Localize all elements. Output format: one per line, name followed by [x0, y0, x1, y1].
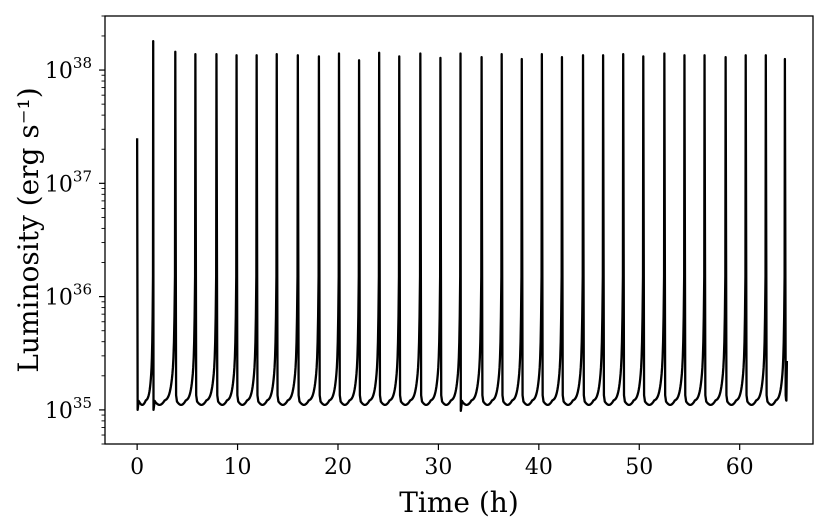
burst-peak-point: [174, 50, 177, 53]
burst-peak-point: [215, 53, 218, 56]
burst-peak-point: [683, 54, 686, 57]
y-tick-label: 1036: [45, 281, 92, 311]
burst-peak-point: [338, 52, 340, 55]
burst-peak-point: [152, 40, 155, 42]
burst-peak-point: [500, 53, 503, 56]
x-axis-label: Time (h): [399, 486, 519, 519]
burst-peak-point: [561, 56, 563, 58]
burst-peak-point: [275, 53, 278, 56]
burst-peak-point: [541, 53, 543, 56]
burst-peak-point: [439, 57, 442, 59]
burst-peak-point: [744, 54, 747, 57]
burst-peak-point: [297, 54, 299, 57]
plot-area: [135, 39, 789, 413]
x-tick-label: 20: [324, 455, 352, 480]
burst-peak-point: [724, 56, 727, 58]
x-axis: 0 10 20 30 40 50 60: [130, 444, 754, 480]
burst-peak-point: [480, 56, 483, 58]
burst-peak-point: [419, 52, 422, 55]
burst-peak-point: [602, 54, 604, 57]
y-axis: 1035 1036 1037 1038: [45, 15, 105, 445]
burst-peak-point: [703, 54, 706, 57]
burst-peak-point: [358, 59, 360, 62]
burst-peak-point: [622, 53, 624, 56]
x-tick-label: 50: [625, 455, 653, 480]
burst-peak-point: [663, 52, 666, 55]
y-tick-label: 1037: [45, 167, 92, 197]
burst-peak-point: [318, 55, 320, 58]
y-axis-label: Luminosity (erg s⁻¹): [12, 87, 45, 372]
burst-peak-point: [642, 55, 645, 58]
burst-peak-point: [398, 55, 401, 58]
x-tick-label: 30: [424, 455, 452, 480]
x-tick-label: 60: [726, 455, 754, 480]
burst-peak-point: [582, 54, 584, 57]
y-tick-label: 1035: [45, 394, 92, 424]
burst-peak-point: [235, 54, 238, 57]
burst-peak-point: [194, 53, 197, 56]
burst-peak-point: [378, 51, 380, 54]
y-tick-label: 1038: [45, 54, 92, 84]
burst-peak-point: [459, 52, 462, 55]
burst-peak-point: [255, 54, 258, 57]
x-tick-label: 40: [525, 455, 553, 480]
luminosity-series-line: [135, 39, 789, 413]
burst-peak-point: [765, 54, 767, 57]
burst-peak-point: [784, 58, 786, 60]
x-tick-label: 10: [224, 455, 252, 480]
plot-frame: [104, 15, 814, 445]
burst-peak-point: [520, 58, 523, 60]
x-tick-label: 0: [130, 455, 144, 480]
